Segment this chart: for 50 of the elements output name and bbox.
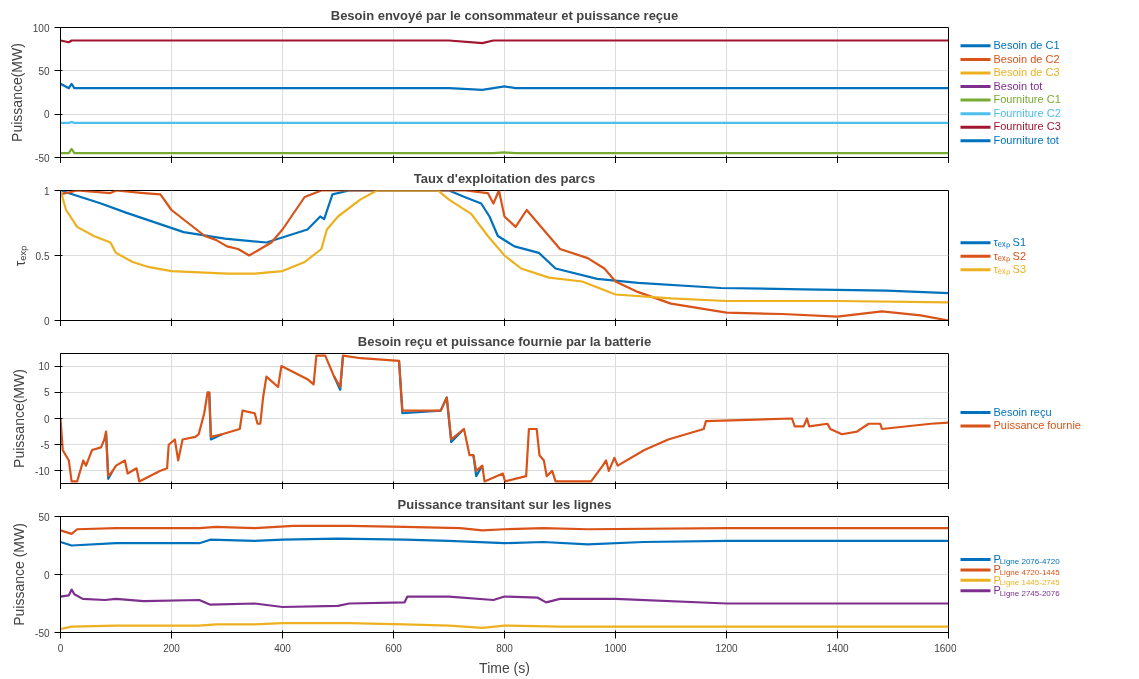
chart-title: Taux d'exploitation des parcs	[413, 170, 596, 186]
x-tick-label: 800	[496, 642, 514, 654]
chart-title: Besoin reçu et puissance fournie par la batterie	[357, 333, 652, 349]
y-tick-label: 0.5	[35, 250, 50, 262]
y-axis-title: Puissance(MW)	[8, 43, 25, 142]
y-tick-label: -50	[35, 152, 50, 164]
y-tick-label: 1	[43, 185, 50, 197]
y-tick-label: 10	[38, 361, 50, 373]
y-tick-label: -10	[35, 465, 50, 477]
legend-label: Fourniture tot	[993, 133, 1059, 146]
chart-title: Besoin envoyé par le consommateur et puissance reçue	[330, 7, 679, 23]
y-tick-label: 0	[43, 109, 50, 121]
text: τₑₓₚ S1	[993, 235, 1027, 249]
x-tick-label: 600	[385, 642, 403, 654]
legend-label: Fourniture C2	[993, 106, 1061, 119]
line-series	[60, 82, 949, 91]
y-axis-title: Puissance (MW)	[11, 523, 28, 626]
legend-label: Besoin de C2	[993, 52, 1060, 65]
legend-label: τₑₓₚ S2	[993, 249, 1027, 263]
line-series	[60, 588, 949, 609]
legend-label: Besoin reçu	[993, 405, 1052, 418]
legend-label: τₑₓₚ S3	[993, 263, 1027, 277]
y-axis-title: Puissance(MW)	[11, 369, 28, 468]
line-series	[60, 524, 949, 535]
legend-label: Fourniture C1	[993, 93, 1061, 106]
y-axis-title: τₑₓₚ	[11, 244, 29, 267]
x-tick-label: 1000	[604, 642, 628, 654]
y-tick-label: -50	[35, 627, 50, 639]
x-axis-title: Time (s)	[479, 659, 530, 676]
legend-label: Puissance fournie	[993, 419, 1081, 432]
line-series	[60, 537, 949, 547]
legend-label: Fourniture C3	[993, 120, 1061, 133]
x-tick-label: 1600	[934, 642, 957, 654]
x-tick-label: 0	[57, 642, 64, 654]
y-tick-label: 50	[38, 511, 50, 523]
y-tick-label: 0	[43, 413, 50, 425]
y-tick-label: 100	[32, 22, 50, 34]
y-tick-label: 50	[38, 65, 50, 77]
legend-label: Besoin de C3	[993, 66, 1060, 79]
x-tick-label: 1200	[715, 642, 739, 654]
y-tick-label: 0	[43, 569, 50, 581]
legend-label: Besoin tot	[993, 79, 1043, 92]
y-tick-label: -5	[40, 439, 50, 451]
x-tick-label: 200	[163, 642, 181, 654]
y-tick-label: 5	[43, 387, 50, 399]
chart-title: Puissance transitant sur les lignes	[397, 496, 612, 512]
x-tick-label: 1400	[826, 642, 850, 654]
y-tick-label: 0	[43, 315, 50, 327]
x-tick-label: 400	[274, 642, 292, 654]
legend-label: Besoin de C1	[993, 39, 1060, 52]
